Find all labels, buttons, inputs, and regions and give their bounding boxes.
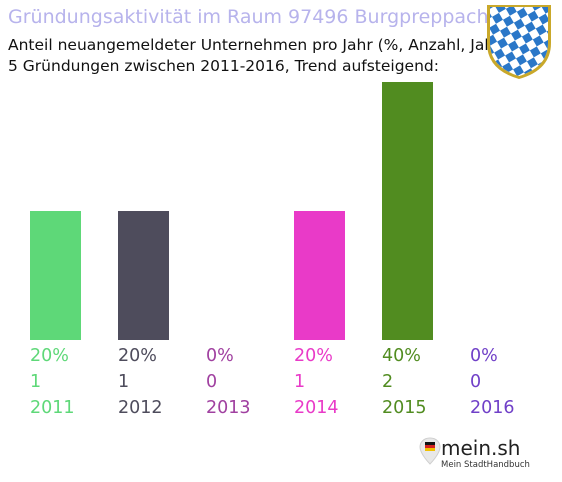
chart-subtitle-line1: Anteil neuangemeldeter Unternehmen pro J… (8, 36, 507, 54)
bar-2011 (30, 211, 81, 340)
year-label-2015: 2015 (382, 398, 427, 418)
bar-2012 (118, 211, 169, 340)
percent-label-2012: 20% (118, 346, 157, 366)
year-label-2016: 2016 (470, 398, 515, 418)
year-label-2011: 2011 (30, 398, 75, 418)
count-label-2015: 2 (382, 372, 394, 392)
percent-label-2016: 0% (470, 346, 498, 366)
bar-2014 (294, 211, 345, 340)
percent-label-2015: 40% (382, 346, 421, 366)
count-label-2016: 0 (470, 372, 482, 392)
percent-label-2014: 20% (294, 346, 333, 366)
chart-title: Gründungsaktivität im Raum 97496 Burgpre… (8, 6, 489, 28)
chart-subtitle-line2: 5 Gründungen zwischen 2011-2016, Trend a… (8, 57, 439, 75)
logo-tagline: Mein StadtHandbuch (441, 460, 530, 470)
logo-name: mein.sh (441, 436, 521, 460)
bar-2015 (382, 82, 433, 340)
map-pin-icon (419, 437, 441, 465)
percent-label-2013: 0% (206, 346, 234, 366)
year-label-2014: 2014 (294, 398, 339, 418)
year-label-2013: 2013 (206, 398, 251, 418)
count-label-2013: 0 (206, 372, 218, 392)
count-label-2014: 1 (294, 372, 306, 392)
percent-label-2011: 20% (30, 346, 69, 366)
count-label-2011: 1 (30, 372, 42, 392)
bavaria-coat-of-arms-icon (487, 5, 551, 79)
count-label-2012: 1 (118, 372, 130, 392)
year-label-2012: 2012 (118, 398, 163, 418)
